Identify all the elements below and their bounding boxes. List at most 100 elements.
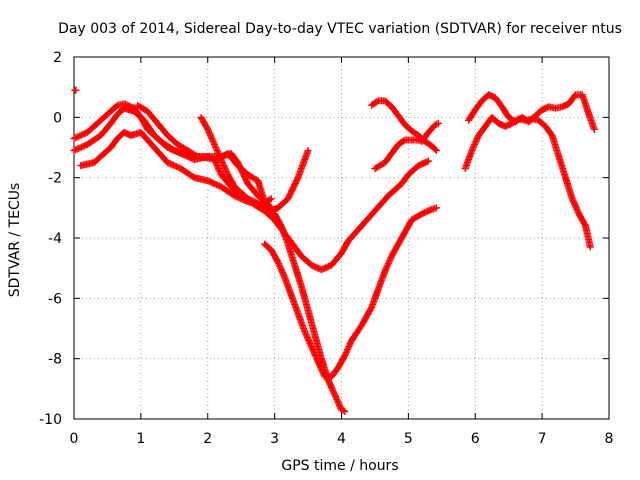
x-tick-label: 5 [404,431,413,447]
x-tick-label: 6 [471,431,480,447]
data-point [221,165,229,173]
data-point [434,119,442,127]
data-point [278,267,286,275]
x-tick-label: 3 [270,431,279,447]
data-point [204,125,212,133]
data-point [218,157,226,165]
data-point [279,270,287,278]
data-point [316,362,324,370]
data-point [342,350,350,358]
data-point [329,388,337,396]
data-point [315,361,323,369]
data-point [220,162,228,170]
series-track-10 [461,113,594,251]
data-point [315,359,323,367]
x-tick-label: 2 [203,431,212,447]
data-point [216,153,224,161]
y-tick-label: -4 [48,231,62,247]
x-tick-label: 7 [538,431,547,447]
data-point [204,127,212,135]
data-point [574,207,582,215]
data-point [219,160,227,168]
y-tick-label: -8 [48,352,62,368]
data-point [208,134,216,142]
data-point [209,137,217,145]
data-point [330,389,338,397]
data-point [306,340,314,348]
data-point [333,397,341,405]
data-point [307,343,315,351]
data-point [473,134,481,142]
data-point [331,391,339,399]
data-point [318,367,326,375]
data-point [384,261,392,269]
data-point [313,356,321,364]
data-point [333,395,341,403]
data-point [586,243,594,251]
tick-marks [73,56,610,420]
data-point [341,352,349,360]
data-point [431,121,439,129]
data-point [341,407,349,415]
series-track-6 [271,210,349,415]
data-point [211,142,219,150]
data-point [329,386,337,394]
data-point [275,261,283,269]
y-tick-label: 0 [53,110,62,126]
data-point [568,195,576,203]
data-point [216,168,224,176]
data-point [572,202,580,210]
data-point [386,255,394,263]
data-point [215,166,223,174]
y-tick-label: -6 [48,291,62,307]
data-point [275,260,283,268]
data-point [212,145,220,153]
data-point [325,377,333,385]
data-point [313,355,321,363]
data-point [331,392,339,400]
data-point [222,166,230,174]
data-point [570,199,578,207]
data-point [384,260,392,268]
data-point [470,142,478,150]
data-point [344,344,352,352]
data-point [218,159,226,167]
data-point [373,98,381,106]
data-point [301,329,309,337]
data-point [344,346,352,354]
data-point [336,403,344,411]
data-point [307,341,315,349]
series-track-5 [197,113,432,274]
data-point [301,328,309,336]
data-point [210,139,218,147]
data-point [471,139,479,147]
data-point [327,382,335,390]
data-point [213,162,221,170]
tick-labels: 0 1 2 3 4 5 6 7 8 -10 -8 -6 -4 -2 0 2 [39,50,613,447]
chart-title: Day 003 of 2014, Sidereal Day-to-day VTE… [58,21,622,37]
data-point [311,350,319,358]
data-point [327,383,335,391]
data-point [433,120,441,128]
data-point [213,147,221,155]
data-point [220,163,228,171]
data-point [381,267,389,275]
data-point [325,379,333,387]
data-point [400,137,408,145]
x-tick-label: 0 [70,431,79,447]
y-axis-label: SDTVAR / TECUs [7,183,23,298]
data-point [303,332,311,340]
data-series [70,86,598,415]
data-point [386,257,394,265]
data-point [469,144,477,151]
y-tick-label: -10 [39,412,62,428]
data-point [205,128,213,136]
data-point [345,343,353,351]
data-point [309,347,317,355]
series-track-11 [465,91,598,133]
data-point [214,148,222,156]
data-point [280,272,288,280]
data-point [332,394,340,402]
isolated-points [71,86,80,94]
data-point [207,133,215,141]
